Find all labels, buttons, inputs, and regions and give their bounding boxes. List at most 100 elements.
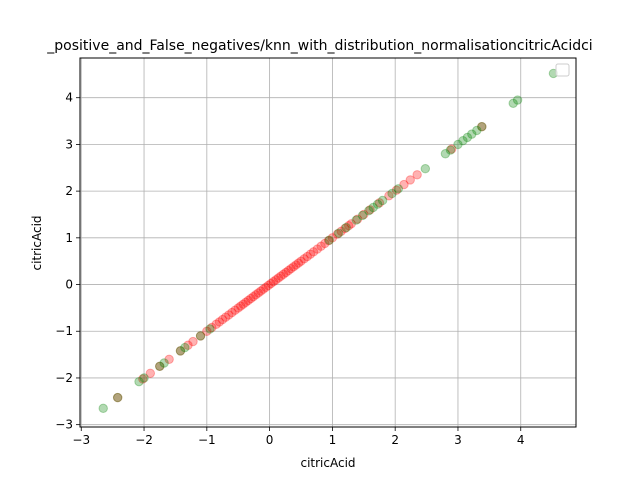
data-point-red [316, 241, 326, 251]
data-point-red [299, 254, 309, 264]
data-point-red [305, 249, 316, 259]
data-point-red [214, 317, 225, 327]
data-point-red [112, 392, 123, 403]
data-point-red [391, 185, 402, 195]
data-point-red [138, 374, 148, 384]
data-point-green [180, 342, 190, 353]
data-point-green [420, 164, 431, 174]
data-point-green [512, 95, 523, 105]
data-point-red [268, 277, 279, 287]
data-point-red [312, 244, 323, 254]
data-point-green [351, 215, 361, 225]
data-point-red [374, 198, 385, 208]
data-point-red [405, 175, 415, 185]
data-point-green [387, 188, 397, 199]
data-point-red [271, 275, 281, 285]
data-point-red [266, 278, 276, 289]
grid-lines [80, 58, 576, 427]
y-axis-ticks: −3 −2 −1 0 1 2 3 4 [55, 91, 80, 432]
y-tick-label: 1 [65, 231, 73, 245]
data-point-red [183, 340, 193, 350]
data-point-red [293, 258, 304, 268]
y-tick-label: 4 [65, 91, 73, 105]
data-point-red [207, 322, 217, 333]
data-point-red [233, 303, 243, 313]
x-axis-label: citricAcid [300, 456, 355, 470]
data-point-green [462, 132, 473, 143]
data-point-red [446, 144, 457, 154]
data-point-red [412, 170, 422, 180]
data-point-green [175, 346, 186, 356]
y-tick-label: 2 [65, 184, 73, 198]
data-point-green [372, 199, 383, 209]
data-point-red [251, 290, 261, 300]
data-point-red [261, 282, 271, 293]
data-point-green [477, 121, 487, 132]
data-point-red [241, 297, 251, 307]
data-point-red [256, 286, 266, 296]
data-point-red [263, 280, 274, 291]
data-point-green [357, 210, 368, 221]
x-tick-label: 0 [266, 433, 274, 447]
data-point-green [134, 376, 144, 387]
x-tick-label: 1 [329, 433, 337, 447]
data-point-green [341, 222, 351, 233]
data-point-red [175, 346, 186, 356]
data-point-green [377, 195, 388, 206]
x-tick-label: 2 [391, 433, 399, 447]
data-point-red [336, 226, 346, 236]
data-point-green [440, 149, 451, 159]
data-point-red [273, 273, 284, 283]
data-point-red [276, 271, 286, 281]
data-point-red [220, 312, 231, 322]
chart-title: _positive_and_False_negatives/knn_with_d… [46, 38, 592, 54]
data-point-red [344, 220, 354, 231]
data-point-red [164, 354, 174, 364]
plot-frame [79, 57, 577, 428]
data-point-red [384, 191, 394, 201]
data-point-green [98, 403, 108, 414]
data-point-green [458, 135, 468, 146]
data-point-red [248, 291, 258, 302]
data-point-green [159, 358, 169, 368]
data-point-red [236, 301, 246, 311]
x-tick-label: 4 [517, 433, 525, 447]
data-point-red [258, 284, 269, 294]
data-point-green [453, 139, 463, 150]
data-point-red [286, 263, 296, 274]
data-point-red [352, 214, 363, 224]
data-point-red [145, 368, 156, 378]
data-point-green [508, 98, 518, 109]
data-point-green [368, 202, 378, 213]
x-axis-ticks: −3 −2 −1 0 1 2 3 4 [72, 427, 525, 447]
data-point-green [205, 324, 215, 334]
data-point-red [211, 319, 221, 329]
data-point-red [246, 293, 256, 304]
data-point-red [308, 247, 319, 257]
legend-box [555, 63, 570, 77]
data-point-red [281, 267, 291, 278]
data-point-red [288, 262, 299, 272]
data-point-green [364, 206, 374, 216]
series-green [98, 68, 559, 414]
data-point-red [346, 219, 356, 229]
data-point-red [327, 233, 338, 243]
y-tick-label: −1 [55, 324, 73, 338]
data-point-red [291, 260, 301, 270]
data-point-red [217, 314, 228, 325]
data-point-green [393, 184, 404, 194]
data-point-red [399, 179, 409, 190]
data-point-red [227, 307, 237, 318]
y-axis-label: citricAcid [30, 215, 44, 270]
y-tick-label: 0 [65, 278, 73, 292]
series-red [112, 121, 487, 403]
data-point-red [320, 238, 330, 249]
data-point-red [230, 305, 240, 315]
data-point-red [155, 361, 165, 371]
data-point-red [195, 331, 206, 341]
y-tick-label: −2 [55, 371, 73, 385]
x-tick-label: 3 [454, 433, 462, 447]
data-point-red [253, 288, 264, 298]
data-point-green [112, 392, 123, 403]
data-point-red [477, 121, 487, 132]
